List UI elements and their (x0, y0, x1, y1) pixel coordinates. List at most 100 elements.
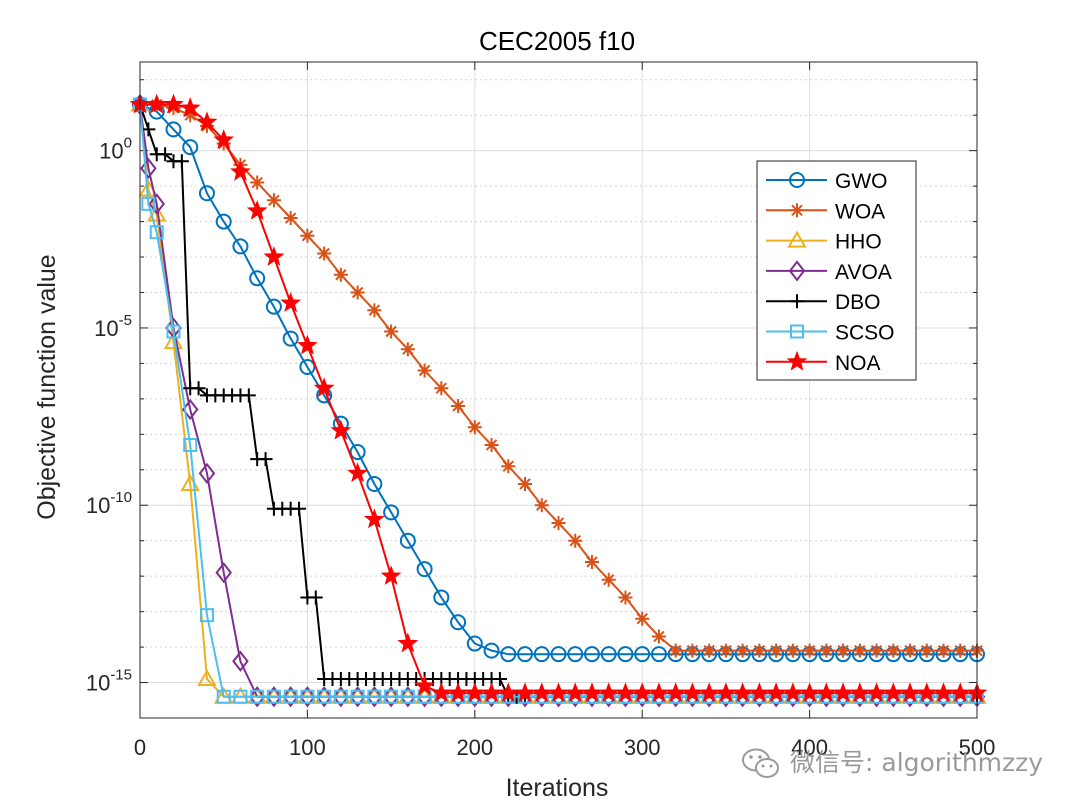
noa-point (916, 682, 938, 703)
legend-label: SCSO (835, 322, 895, 345)
gwo-point (249, 270, 266, 287)
noa-point (330, 419, 352, 440)
gwo-point (198, 185, 215, 202)
noa-point (297, 334, 318, 355)
woa-point (668, 643, 683, 658)
series-scso (133, 97, 984, 704)
woa-point (183, 108, 198, 123)
woa-point (250, 175, 265, 190)
axes-box (139, 61, 978, 719)
noa-point (782, 682, 804, 703)
scso-point (283, 689, 298, 704)
axis-ticks: 0 100 200 300 400 500 100 10-5 10-10 10-15 (86, 62, 995, 760)
avoa-point (349, 686, 366, 708)
x-axis-label: Iterations (506, 774, 609, 802)
legend-label: AVOA (835, 261, 892, 284)
legend-label: GWO (835, 170, 888, 193)
legend-marker (787, 230, 807, 248)
woa-point (618, 590, 633, 605)
legend-item-noa: NOA (766, 350, 881, 375)
noa-point (581, 682, 603, 703)
watermark-text: 微信号: algorithmzzy (790, 748, 1043, 777)
dbo-point (492, 671, 507, 686)
gwo-point (600, 646, 617, 663)
y-tick-label: 100 (99, 135, 132, 164)
woa-point (568, 533, 583, 548)
noa-point (213, 129, 235, 149)
gwo-point (500, 646, 517, 663)
gwo-point (349, 444, 366, 461)
dbo-point (241, 388, 256, 403)
woa-point (852, 643, 867, 658)
x-tick-label: 200 (456, 735, 493, 760)
noa-point (497, 682, 519, 703)
scso-point (199, 608, 214, 623)
avoa-point (399, 686, 417, 708)
hho-point (147, 204, 167, 222)
woa-point (400, 342, 415, 357)
woa-point (384, 324, 399, 339)
woa-point (785, 643, 800, 658)
scso-point (300, 689, 315, 704)
woa-point (534, 498, 549, 513)
gwo-point (583, 646, 600, 663)
axes-background (140, 62, 977, 718)
y-tick-label: 10-15 (86, 667, 132, 696)
woa-point (819, 643, 834, 658)
noa-point (397, 632, 419, 653)
noa-point (698, 682, 720, 703)
scso-line (139, 104, 977, 698)
scso-point (149, 225, 164, 240)
x-tick-label: 100 (289, 735, 326, 760)
noa-point (832, 682, 854, 703)
gwo-point (299, 358, 316, 375)
woa-point (702, 643, 717, 658)
gwo-point (383, 504, 400, 521)
woa-point (601, 572, 616, 587)
scso-point (367, 689, 382, 704)
gwo-point (517, 646, 534, 663)
series-gwo (132, 96, 985, 663)
woa-point (451, 398, 466, 413)
noa-point (363, 508, 385, 529)
legend-marker (789, 172, 805, 188)
woa-point (836, 643, 851, 658)
woa-point (266, 193, 281, 208)
legend-label: HHO (835, 231, 882, 254)
legend-marker (786, 350, 808, 371)
avoa-point (140, 157, 157, 180)
scso-point (333, 689, 348, 704)
dbo-point (292, 501, 307, 516)
legend-marker (790, 203, 804, 218)
gwo-point (265, 298, 282, 315)
series-layer (129, 93, 988, 708)
dbo-point (308, 590, 323, 605)
woa-point (333, 267, 348, 282)
noa-point (949, 682, 971, 703)
gwo-point (232, 238, 249, 255)
legend-item-avoa: AVOA (766, 260, 892, 284)
woa-point (350, 285, 365, 300)
avoa-point (232, 650, 249, 672)
watermark: 微信号: algorithmzzy (742, 748, 1043, 778)
scso-point (166, 324, 181, 339)
gwo-point (366, 475, 383, 492)
gwo-point (165, 121, 182, 138)
avoa-point (181, 398, 199, 421)
gwo-point (450, 614, 467, 631)
woa-point (551, 515, 566, 530)
wechat-logo-icon (742, 748, 779, 778)
scso-point (216, 689, 231, 704)
legend: GWO WOA HHO AVOA DBO SCSO NOA (756, 160, 917, 381)
noa-point (531, 682, 553, 703)
dbo-point (258, 452, 273, 467)
woa-point (518, 476, 533, 491)
legend-item-woa: WOA (766, 200, 885, 223)
woa-point (484, 437, 499, 452)
noa-point (615, 682, 636, 703)
avoa-point (215, 561, 232, 584)
scso-point (183, 437, 198, 452)
avoa-point (248, 686, 266, 708)
woa-point (869, 643, 884, 658)
woa-point (651, 629, 666, 644)
